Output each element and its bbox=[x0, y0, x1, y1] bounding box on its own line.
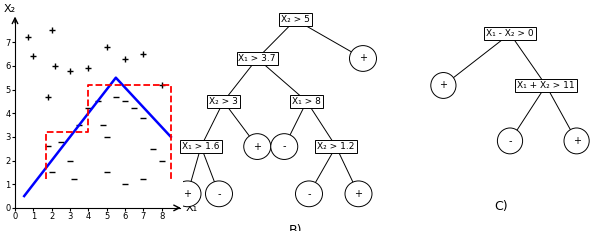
Text: +: + bbox=[253, 142, 261, 152]
Text: X₁ > 1.6: X₁ > 1.6 bbox=[182, 142, 220, 151]
Circle shape bbox=[244, 134, 271, 159]
Text: -: - bbox=[283, 142, 286, 152]
Text: +: + bbox=[572, 136, 581, 146]
Circle shape bbox=[345, 181, 372, 207]
Text: X₂ > 3: X₂ > 3 bbox=[209, 97, 238, 106]
Text: X₁: X₁ bbox=[185, 203, 197, 213]
Text: X₂: X₂ bbox=[4, 4, 16, 14]
Circle shape bbox=[296, 181, 323, 207]
Circle shape bbox=[205, 181, 233, 207]
Text: X₂ > 5: X₂ > 5 bbox=[281, 15, 310, 24]
Circle shape bbox=[497, 128, 523, 154]
Circle shape bbox=[271, 134, 298, 159]
Circle shape bbox=[174, 181, 201, 207]
Text: -: - bbox=[307, 189, 311, 199]
Text: X₁ + X₂ > 11: X₁ + X₂ > 11 bbox=[517, 81, 575, 90]
Circle shape bbox=[564, 128, 589, 154]
Text: B): B) bbox=[289, 224, 302, 231]
Text: C): C) bbox=[494, 200, 508, 213]
Circle shape bbox=[431, 73, 456, 98]
Text: +: + bbox=[184, 189, 191, 199]
Text: +: + bbox=[359, 54, 367, 64]
Circle shape bbox=[349, 46, 377, 71]
Text: X₁ > 3.7: X₁ > 3.7 bbox=[239, 54, 276, 63]
Text: +: + bbox=[439, 80, 448, 91]
Text: +: + bbox=[355, 189, 362, 199]
Text: X₁ - X₂ > 0: X₁ - X₂ > 0 bbox=[486, 29, 534, 38]
Text: X₁ > 8: X₁ > 8 bbox=[292, 97, 321, 106]
Text: -: - bbox=[217, 189, 221, 199]
Text: -: - bbox=[508, 136, 512, 146]
Text: X₂ > 1.2: X₂ > 1.2 bbox=[317, 142, 355, 151]
